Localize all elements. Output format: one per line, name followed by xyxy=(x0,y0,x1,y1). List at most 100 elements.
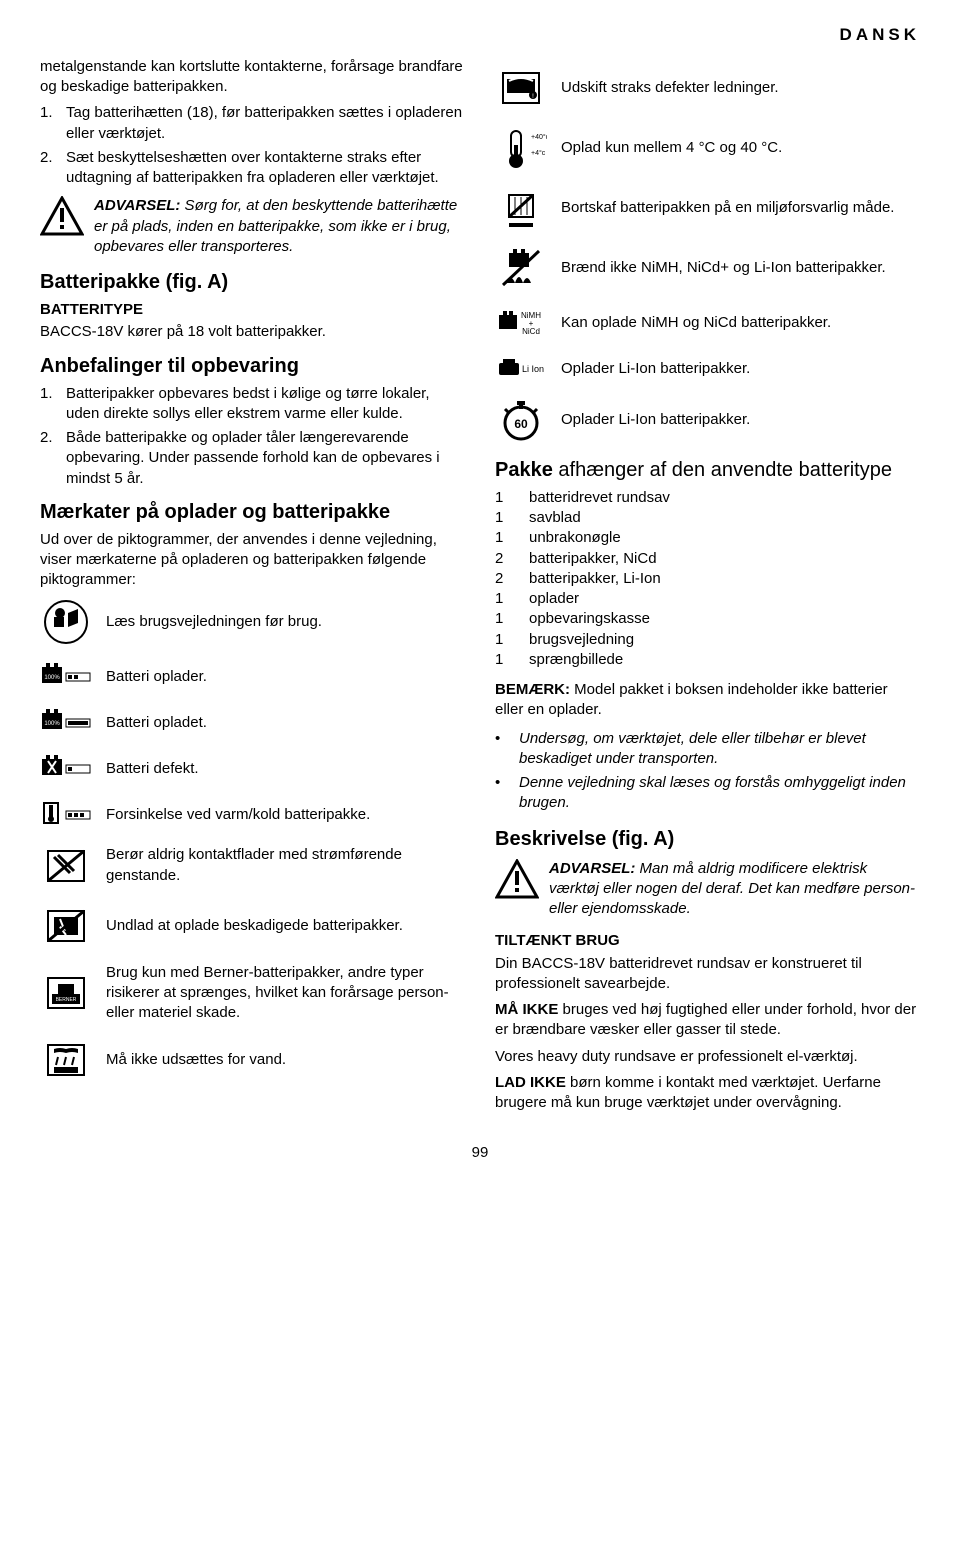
pkg-qty: 1 xyxy=(495,609,529,629)
pictogram-label: Oplad kun mellem 4 °C og 40 °C. xyxy=(561,138,920,158)
battery-charging-icon: 100% xyxy=(40,659,92,695)
step-text: Både batteripakke og oplader tåler længe… xyxy=(66,428,465,489)
timer-60-icon: 60 xyxy=(495,397,547,443)
ma-ikke-text: bruges ved høj fugtighed eller under for… xyxy=(495,1001,916,1038)
step-number: 2. xyxy=(40,148,66,189)
batteritype-text: BACCS-18V kører på 18 volt batteripakker… xyxy=(40,322,465,342)
bullet-dot: • xyxy=(495,729,519,770)
check-bullets: •Undersøg, om værktøjet, dele eller tilb… xyxy=(495,729,920,814)
svg-text:Li Ion: Li Ion xyxy=(522,364,544,374)
section-batteripakke: Batteripakke (fig. A) xyxy=(40,269,465,296)
warning-triangle-icon xyxy=(40,196,84,236)
left-column: metalgenstande kan kortslutte kontaktern… xyxy=(40,57,465,1120)
warning-block: ADVARSEL: Sørg for, at den beskyttende b… xyxy=(40,196,465,257)
pkg-item: oplader xyxy=(529,589,579,609)
svg-text:+40°c: +40°c xyxy=(531,133,547,141)
svg-text:100%: 100% xyxy=(44,721,60,727)
pictogram-label: Batteri defekt. xyxy=(106,759,465,779)
pictogram-label: Berør aldrig kontaktflader med strømføre… xyxy=(106,845,465,886)
pictogram-label: Oplader Li-Ion batteripakker. xyxy=(561,410,920,430)
pictogram-label: Læs brugsvejledningen før brug. xyxy=(106,612,465,632)
hot-cold-delay-icon xyxy=(40,797,92,833)
tiltaenkt-heading: TILTÆNKT BRUG xyxy=(495,931,920,951)
section-maerkater: Mærkater på oplader og batteripakke xyxy=(40,499,465,526)
batteritype-heading: BATTERITYPE xyxy=(40,300,465,320)
section-beskrivelse: Beskrivelse (fig. A) xyxy=(495,826,920,853)
nimh-nicd-icon: NiMH+NiCd xyxy=(495,305,547,341)
warning-text: ADVARSEL: Man må aldrig modificere elekt… xyxy=(549,859,920,920)
section-pakke-rest: afhænger af den anvendte batteritype xyxy=(553,459,892,481)
svg-text:+4°c: +4°c xyxy=(531,149,546,157)
section-anbefalinger: Anbefalinger til opbevaring xyxy=(40,353,465,380)
pkg-qty: 1 xyxy=(495,528,529,548)
pkg-item: savblad xyxy=(529,508,581,528)
pkg-qty: 1 xyxy=(495,508,529,528)
section-pakke-bold: Pakke xyxy=(495,459,553,481)
dispose-eco-icon xyxy=(495,185,547,231)
battery-defect-icon xyxy=(40,751,92,787)
pkg-item: batteridrevet rundsav xyxy=(529,488,670,508)
berner-only-icon: BERNER xyxy=(40,970,92,1016)
step-number: 1. xyxy=(40,384,66,425)
ma-ikke-label: MÅ IKKE xyxy=(495,1001,558,1018)
no-water-icon xyxy=(40,1037,92,1083)
warning-label: ADVARSEL: xyxy=(94,197,180,214)
battery-charged-icon: 100% xyxy=(40,705,92,741)
pictogram-label: Må ikke udsættes for vand. xyxy=(106,1050,465,1070)
defective-cord-icon: ! xyxy=(495,65,547,111)
no-burn-icon xyxy=(495,245,547,291)
warning-text: ADVARSEL: Sørg for, at den beskyttende b… xyxy=(94,196,465,257)
heavy-duty-text: Vores heavy duty rundsave er professione… xyxy=(495,1047,920,1067)
bullet-text: Undersøg, om værktøjet, dele eller tilbe… xyxy=(519,729,920,770)
read-manual-icon xyxy=(40,599,92,645)
pictogram-label: Undlad at oplade beskadigede batteripakk… xyxy=(106,916,465,936)
pkg-item: batteripakker, NiCd xyxy=(529,549,657,569)
liion-badge-icon: Li Ion xyxy=(495,351,547,387)
page-number: 99 xyxy=(40,1143,920,1163)
temp-range-icon: +40°c +4°c xyxy=(495,125,547,171)
warning-triangle-icon xyxy=(495,859,539,899)
section-pakke: Pakke afhænger af den anvendte batterity… xyxy=(495,457,920,484)
pkg-item: sprængbillede xyxy=(529,650,623,670)
warning-label: ADVARSEL: xyxy=(549,860,635,877)
pictogram-label: Brænd ikke NiMH, NiCd+ og Li-Ion batteri… xyxy=(561,258,920,278)
svg-text:60: 60 xyxy=(514,417,528,431)
svg-text:100%: 100% xyxy=(44,675,60,681)
pkg-item: brugsvejledning xyxy=(529,630,634,650)
pictogram-label: Udskift straks defekter ledninger. xyxy=(561,78,920,98)
tiltaenkt-text: Din BACCS-18V batteridrevet rundsav er k… xyxy=(495,954,920,995)
pictogram-label: Batteri oplader. xyxy=(106,667,465,687)
language-header: DANSK xyxy=(40,24,920,47)
pkg-qty: 1 xyxy=(495,488,529,508)
pkg-qty: 2 xyxy=(495,569,529,589)
step-text: Tag batterihætten (18), før batteripakke… xyxy=(66,103,465,144)
step-text: Sæt beskyttelseshætten over kontakterne … xyxy=(66,148,465,189)
maerkater-intro: Ud over de piktogrammer, der anvendes i … xyxy=(40,530,465,591)
bemaerk-label: BEMÆRK: xyxy=(495,681,570,698)
no-conductive-probe-icon xyxy=(40,843,92,889)
step-number: 2. xyxy=(40,428,66,489)
pictogram-label: Kan oplade NiMH og NiCd batteripakker. xyxy=(561,313,920,333)
right-column: ! Udskift straks defekter ledninger. +40… xyxy=(495,57,920,1120)
svg-text:NiCd: NiCd xyxy=(522,327,540,336)
pictogram-label: Forsinkelse ved varm/kold batteripakke. xyxy=(106,805,465,825)
bemaerk-note: BEMÆRK: Model pakket i boksen indeholder… xyxy=(495,680,920,721)
lad-ikke-label: LAD IKKE xyxy=(495,1074,566,1091)
pkg-qty: 2 xyxy=(495,549,529,569)
bullet-text: Denne vejledning skal læses og forstås o… xyxy=(519,773,920,814)
pictogram-list-left: Læs brugsvejledningen før brug. 100% Bat… xyxy=(40,599,465,1084)
bullet-dot: • xyxy=(495,773,519,814)
package-contents: 1batteridrevet rundsav 1savblad 1unbrako… xyxy=(495,488,920,670)
step-text: Batteripakker opbevares bedst i kølige o… xyxy=(66,384,465,425)
pictogram-list-right: ! Udskift straks defekter ledninger. +40… xyxy=(495,65,920,443)
step-number: 1. xyxy=(40,103,66,144)
lad-ikke-paragraph: LAD IKKE børn komme i kontakt med værktø… xyxy=(495,1073,920,1114)
pkg-qty: 1 xyxy=(495,589,529,609)
warning-block-2: ADVARSEL: Man må aldrig modificere elekt… xyxy=(495,859,920,920)
pkg-qty: 1 xyxy=(495,650,529,670)
storage-recommendations: 1. Batteripakker opbevares bedst i kølig… xyxy=(40,384,465,489)
pictogram-label: Brug kun med Berner-batteripakker, andre… xyxy=(106,963,465,1024)
pictogram-label: Bortskaf batteripakken på en miljøforsva… xyxy=(561,198,920,218)
no-damaged-pack-icon xyxy=(40,903,92,949)
pkg-qty: 1 xyxy=(495,630,529,650)
